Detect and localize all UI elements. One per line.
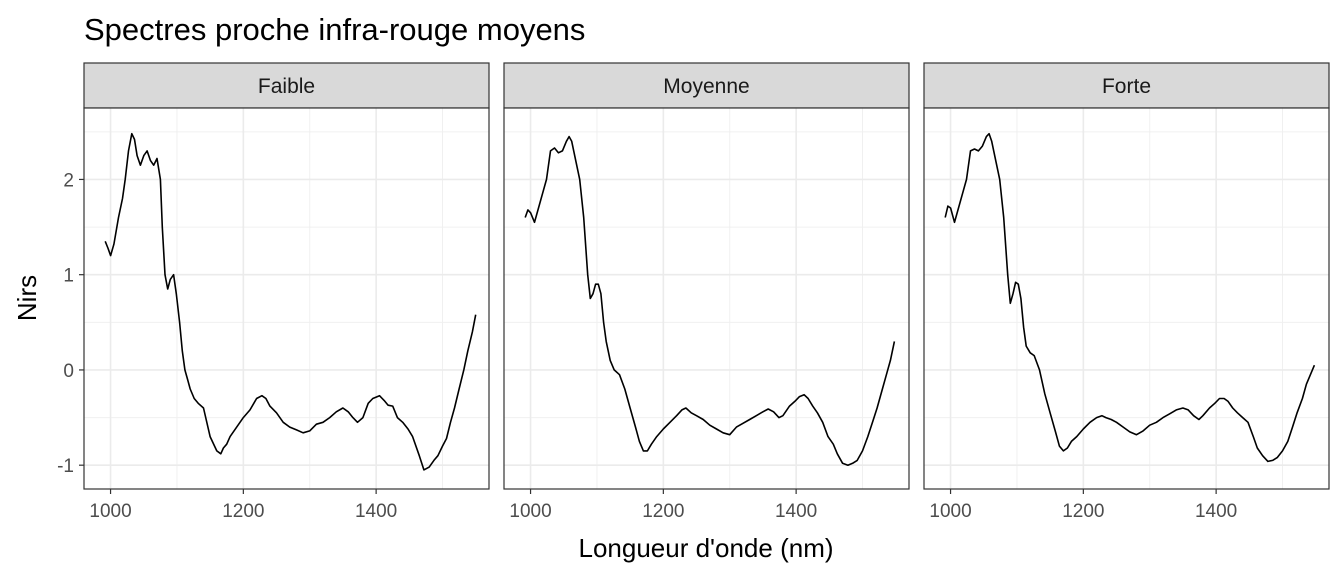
y-tick-label: 1 [63, 266, 74, 287]
y-axis-title: Nirs [12, 275, 42, 321]
spectrum-line-moyenne [524, 135, 896, 467]
plot-background [504, 108, 909, 489]
panel-border [923, 107, 1330, 490]
spectrum-line-faible [104, 132, 477, 471]
facet-strip [83, 62, 490, 109]
spectrum-line-forte [944, 132, 1316, 463]
x-tick-label: 1000 [929, 501, 971, 522]
panel-border [503, 107, 910, 490]
y-tick-label: 0 [63, 361, 74, 382]
y-tick-label: -1 [57, 456, 74, 477]
facet-strip [503, 62, 910, 109]
facet-panel-1: Moyenne 1000 1200 1400 [503, 62, 910, 522]
chart-title: Spectres proche infra-rouge moyens [84, 12, 585, 47]
facet-panels: Faible 1000 1200 1400 -1 0 1 2 Moyenne 1000 1200 14… [57, 62, 1330, 522]
facet-panel-0: Faible 1000 1200 1400 -1 0 1 2 [57, 62, 490, 522]
x-axis-title: Longueur d'onde (nm) [578, 533, 833, 563]
x-tick-label: 1200 [642, 501, 684, 522]
panel-border [83, 107, 490, 490]
x-tick-label: 1400 [355, 501, 397, 522]
plot-background [924, 108, 1329, 489]
facet-strip-label: Moyenne [663, 75, 749, 98]
facet-panel-2: Forte 1000 1200 1400 [923, 62, 1330, 522]
x-tick-label: 1400 [775, 501, 817, 522]
facet-strip [923, 62, 1330, 109]
facet-strip-label: Faible [258, 75, 315, 98]
x-tick-label: 1000 [89, 501, 131, 522]
x-tick-label: 1400 [1195, 501, 1237, 522]
x-tick-label: 1200 [222, 501, 264, 522]
plot-background [84, 108, 489, 489]
x-tick-label: 1200 [1062, 501, 1104, 522]
x-tick-label: 1000 [509, 501, 551, 522]
facet-strip-label: Forte [1102, 75, 1151, 98]
y-tick-label: 2 [63, 170, 74, 191]
